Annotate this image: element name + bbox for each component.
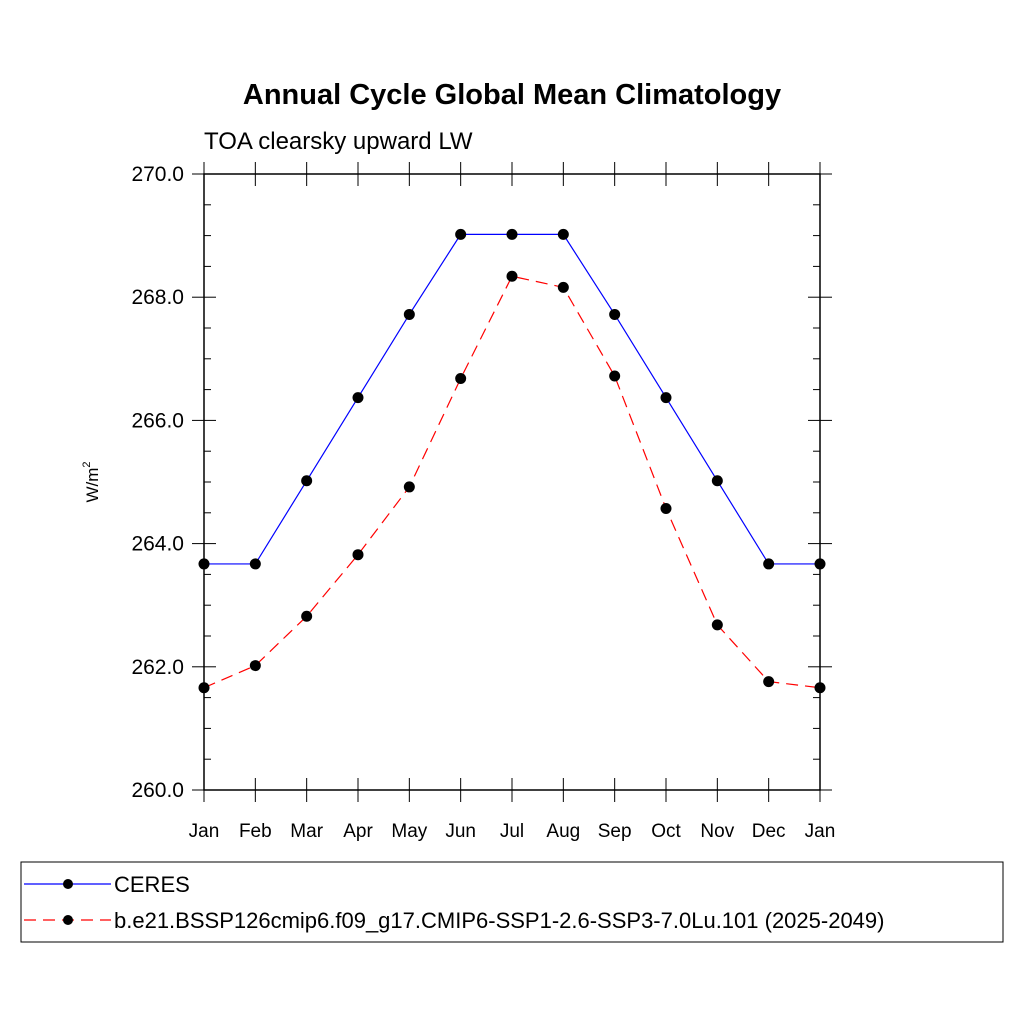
y-tick-label: 262.0 (131, 656, 184, 679)
series-1-point (301, 610, 313, 622)
series-1-point (763, 676, 775, 688)
y-axis-label-unit: W/m (83, 468, 102, 503)
series-1-point (609, 370, 621, 382)
series-0-point (609, 308, 621, 320)
series-0-point (557, 228, 569, 240)
series-line-0 (204, 233, 820, 565)
y-axis-label-exponent: 2 (81, 461, 93, 467)
series-0-point (506, 228, 518, 240)
x-tick-label: Sep (598, 821, 632, 842)
x-tick-label: Jan (805, 821, 836, 842)
chart-subtitle: TOA clearsky upward LW (204, 128, 473, 155)
y-tick-label: 260.0 (131, 779, 184, 802)
series-1-point (249, 660, 261, 672)
legend-marker-model (63, 915, 73, 925)
legend-label-model: b.e21.BSSP126cmip6.f09_g17.CMIP6-SSP1-2.… (114, 908, 884, 933)
series-0-point (814, 558, 826, 570)
series-0-point (301, 475, 313, 487)
y-tick-label: 264.0 (131, 533, 184, 556)
legend-box (20, 861, 1004, 943)
y-axis-ticks: 260.0 262.0 264.0 266.0 268.0 270.0 (131, 163, 832, 802)
y-tick-label: 268.0 (131, 286, 184, 309)
x-tick-label: May (391, 821, 427, 842)
series-1-point (403, 481, 415, 493)
x-tick-label: Dec (752, 821, 786, 842)
x-tick-label: Jan (189, 821, 220, 842)
series-0-point (763, 558, 775, 570)
series-1-point (814, 682, 826, 694)
x-tick-label: Feb (239, 821, 272, 842)
series-0-point (249, 558, 261, 570)
series-1-point (660, 502, 672, 514)
x-tick-label: Aug (546, 821, 580, 842)
series-1-point (198, 682, 210, 694)
x-axis-ticks: Jan Feb Mar Apr May Jun Jul Aug Sep Oct Nov Dec Jan (189, 162, 836, 842)
series-0-point (455, 228, 467, 240)
series-1-point (352, 549, 364, 561)
y-tick-label: 266.0 (131, 409, 184, 432)
series-0-point (352, 392, 364, 404)
y-axis-label: W/m2 (81, 461, 102, 502)
series-layer (198, 228, 826, 694)
series-1-point (557, 281, 569, 293)
y-tick-label: 270.0 (131, 163, 184, 186)
x-tick-label: Nov (700, 821, 734, 842)
series-0-point (660, 392, 672, 404)
legend-label-ceres: CERES (114, 872, 190, 897)
chart-title: Annual Cycle Global Mean Climatology (243, 79, 781, 111)
series-0-point (711, 475, 723, 487)
x-tick-label: Apr (343, 821, 373, 842)
legend-marker-ceres (63, 879, 73, 889)
series-0-point (403, 308, 415, 320)
series-1-point (711, 619, 723, 631)
x-tick-label: Oct (651, 821, 681, 842)
series-line-1 (203, 275, 821, 689)
x-tick-label: Mar (290, 821, 323, 842)
series-1-point (455, 373, 467, 385)
series-0-point (198, 558, 210, 570)
x-tick-label: Jun (445, 821, 476, 842)
x-tick-label: Jul (500, 821, 524, 842)
plot-frame (203, 173, 821, 791)
series-1-point (506, 270, 518, 282)
